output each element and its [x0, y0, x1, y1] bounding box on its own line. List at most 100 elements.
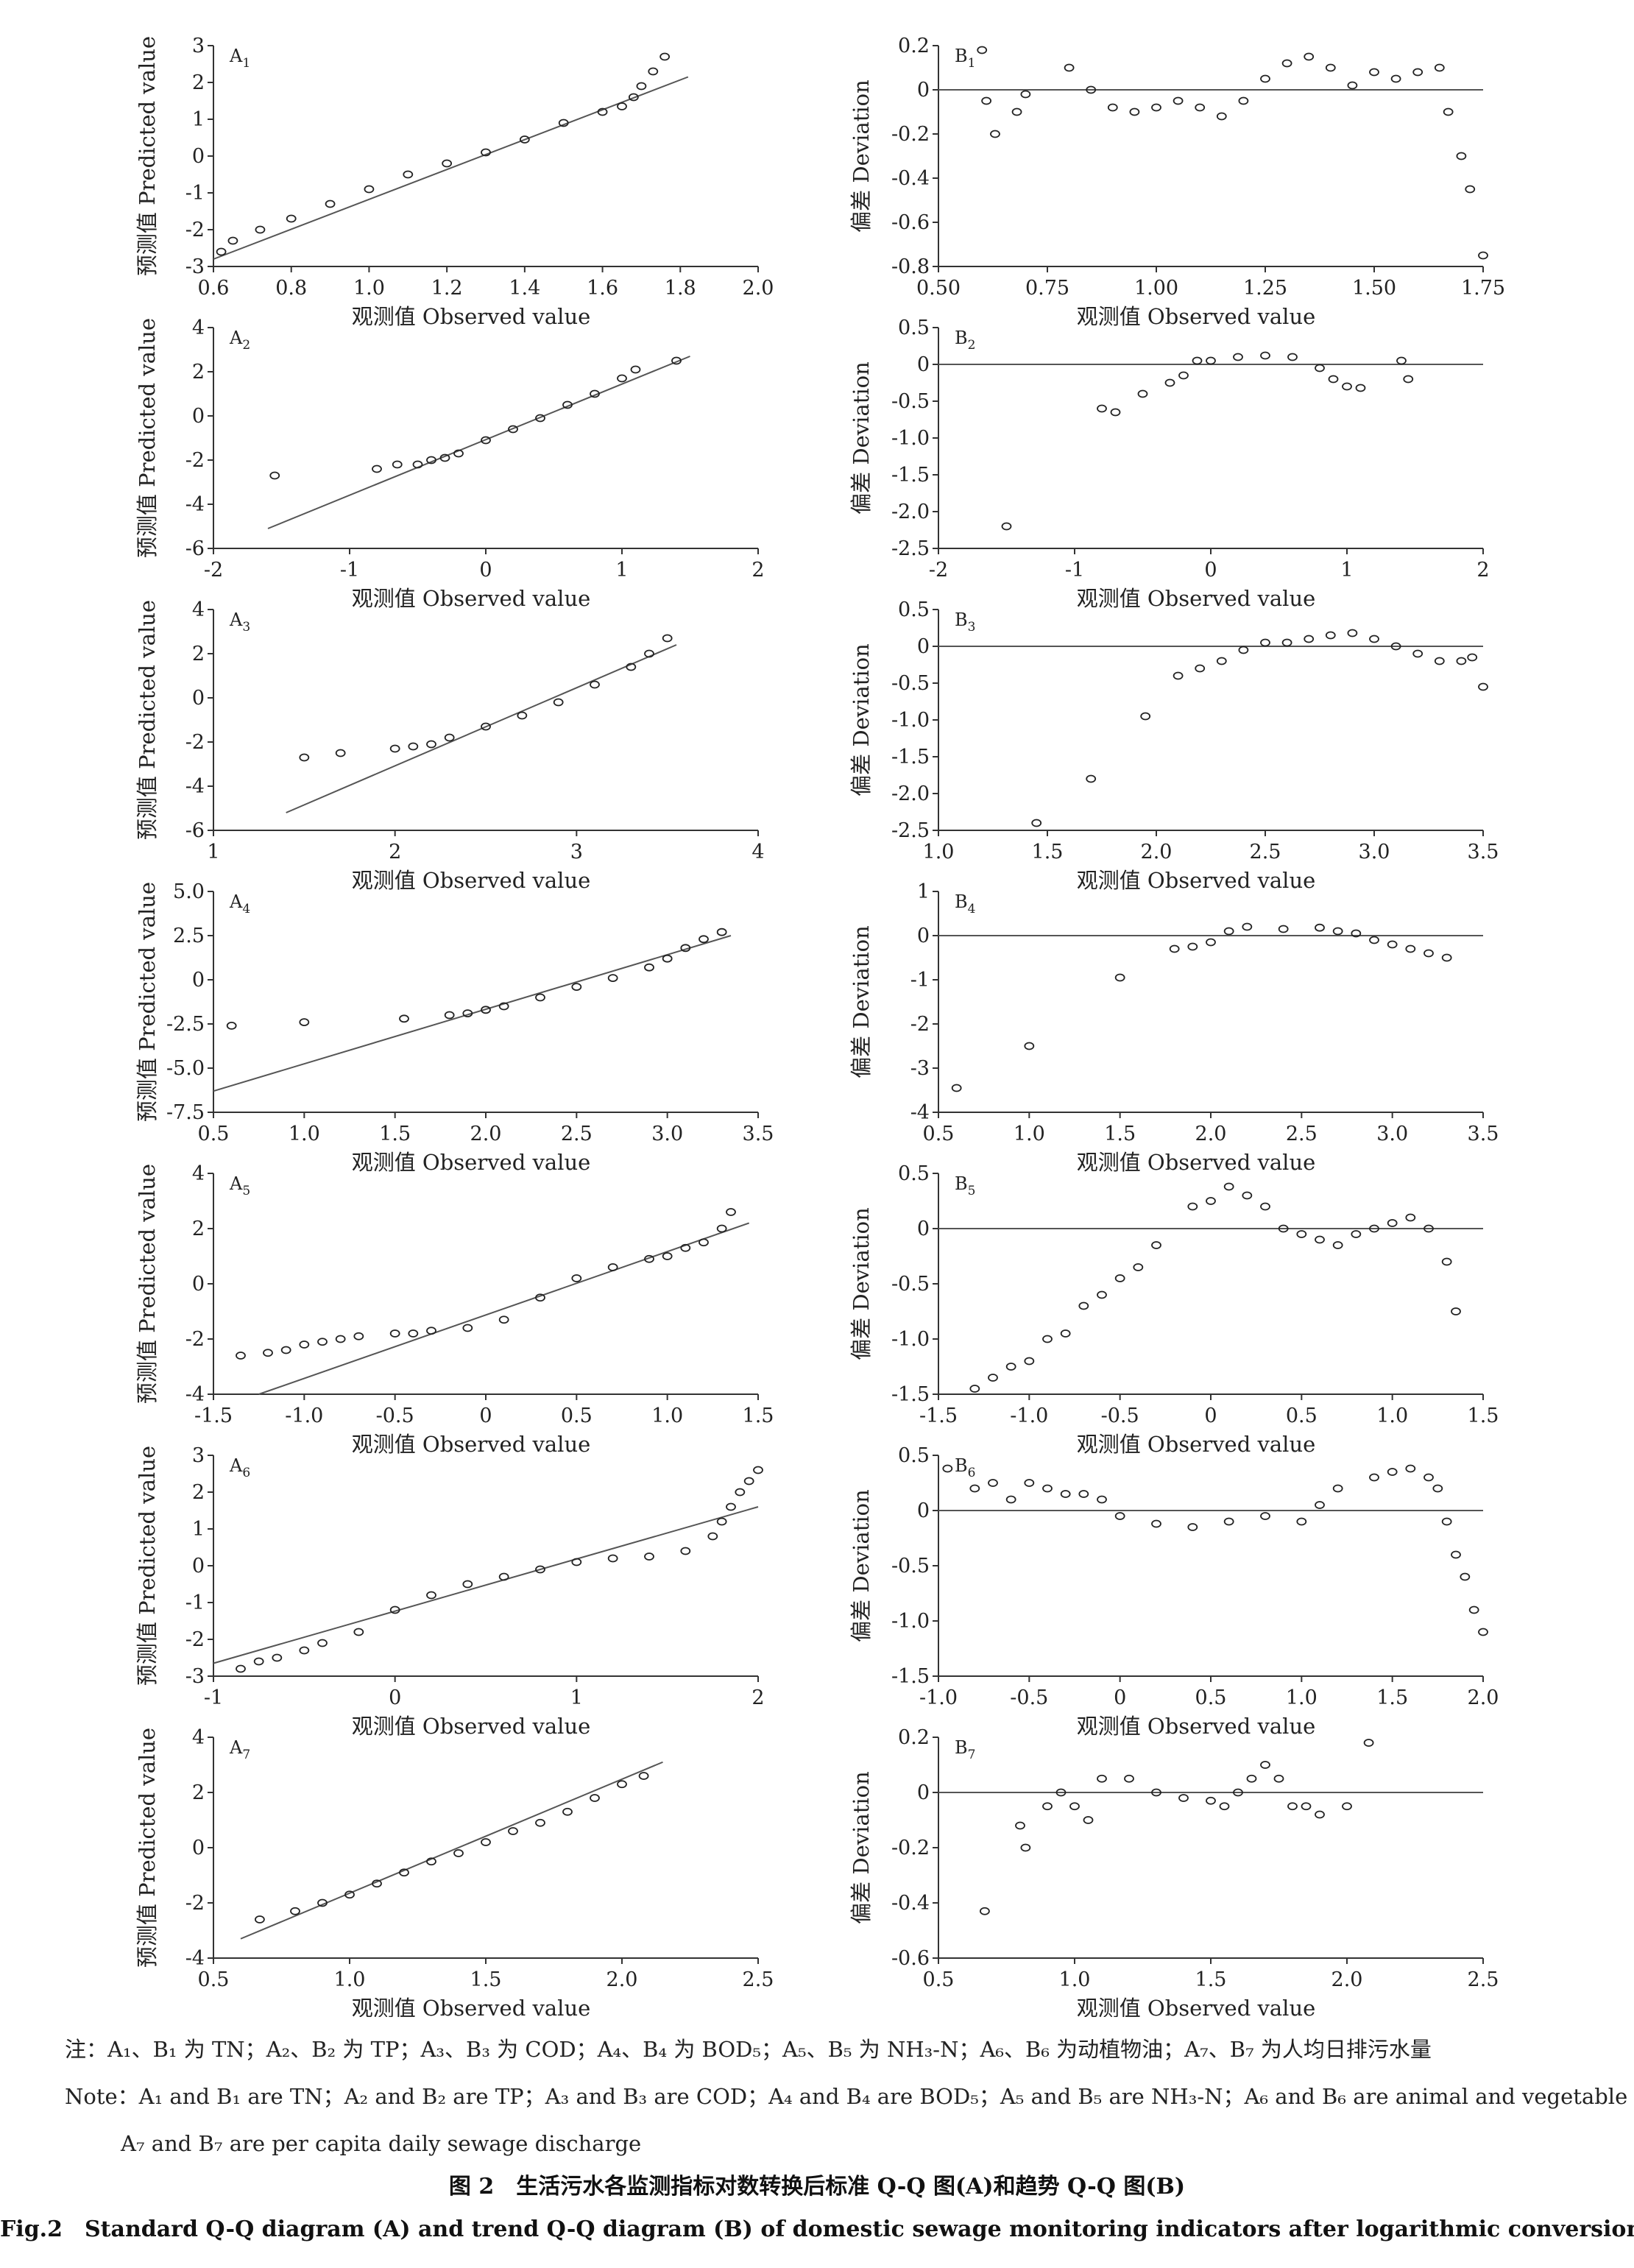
data-point [680, 1243, 691, 1252]
data-point [1355, 384, 1366, 392]
data-point [453, 1849, 464, 1857]
data-point [969, 1484, 980, 1493]
y-tick-label: -2.5 [891, 819, 930, 842]
x-axis-label: 观测值 Observed value [1077, 1996, 1316, 2017]
data-point [453, 449, 464, 458]
panel-label: A4 [229, 891, 250, 916]
data-point [590, 1794, 600, 1802]
x-tick-label: 1.00 [1134, 277, 1178, 300]
data-point [1478, 251, 1488, 260]
panel-label-letter: B [955, 1173, 968, 1194]
data-point [1097, 1495, 1107, 1504]
y-axis-label: 预测值 Predicted value [135, 1446, 160, 1686]
x-tick-label: 1.2 [431, 277, 463, 300]
data-point [942, 1464, 953, 1473]
data-point [638, 1772, 649, 1780]
data-point [1078, 1301, 1089, 1310]
x-axis-label: 观测值 Observed value [352, 1150, 591, 1175]
x-axis-label: 观测值 Observed value [352, 586, 591, 611]
y-tick-label: 1 [192, 108, 205, 131]
y-tick-label: 0 [917, 353, 930, 376]
reference-line [267, 356, 690, 529]
x-tick-label: 1 [570, 1686, 583, 1709]
data-point [1273, 1774, 1284, 1783]
x-tick-label: 1 [1340, 559, 1353, 582]
data-point [1423, 1473, 1434, 1482]
y-tick-label: 0 [917, 1499, 930, 1522]
y-tick-label: -0.8 [891, 255, 930, 278]
data-point [519, 135, 530, 144]
data-point [1011, 107, 1022, 116]
reference-line [213, 76, 689, 260]
data-point [317, 1898, 328, 1907]
data-point [1351, 929, 1362, 938]
x-tick-label: 4 [751, 841, 764, 863]
data-point [607, 974, 618, 982]
data-point [1342, 1802, 1352, 1811]
data-point [1015, 1821, 1025, 1830]
y-tick-label: -0.5 [891, 672, 930, 695]
data-point [662, 634, 673, 643]
data-point [317, 1338, 328, 1346]
y-axis-label: 预测值 Predicted value [135, 1728, 160, 1968]
data-point [1423, 1224, 1434, 1233]
y-tick-label: 0 [192, 1837, 205, 1859]
x-tick-label: 0.75 [1025, 277, 1069, 300]
data-point [508, 1827, 518, 1835]
y-tick-label: -0.2 [891, 1837, 930, 1859]
y-tick-label: -1.5 [891, 746, 930, 769]
panel-label-letter: A [229, 1455, 243, 1476]
panel-label-letter: B [955, 1737, 968, 1758]
data-point [981, 96, 992, 105]
x-tick-label: 1.5 [1195, 1968, 1227, 1991]
data-point [1097, 1774, 1107, 1783]
data-point [1151, 1788, 1161, 1797]
data-point [628, 93, 639, 102]
data-point [392, 460, 403, 469]
y-tick-label: 3 [192, 1444, 205, 1467]
data-point [253, 1657, 264, 1666]
x-tick-label: 2.5 [743, 1968, 774, 1991]
data-point [1347, 81, 1358, 90]
data-point [988, 1374, 998, 1382]
x-tick-label: 1.5 [1468, 1405, 1499, 1427]
data-point [1412, 68, 1423, 77]
panel-label-letter: A [229, 610, 243, 630]
x-tick-label: 2 [1476, 559, 1489, 582]
data-point [969, 1385, 980, 1393]
x-tick-label: 0 [1114, 1686, 1126, 1709]
data-point [716, 1517, 727, 1526]
x-tick-label: -0.5 [1010, 1686, 1048, 1709]
x-tick-label: -0.5 [1101, 1405, 1139, 1427]
x-tick-label: 1.0 [1059, 1968, 1091, 1991]
data-point [1369, 635, 1379, 643]
panel-a7: 4 2 0 -2 -40.5 1.0 1.5 2.0 2.5 A7 观测值 Observed val… [135, 1726, 774, 2017]
data-point [1478, 1628, 1488, 1636]
y-tick-label: -0.5 [891, 1555, 930, 1578]
x-tick-label: 1.0 [334, 1968, 366, 1991]
data-point [1223, 1517, 1234, 1526]
x-tick-label: 2.5 [561, 1123, 593, 1145]
panel-label: B5 [955, 1173, 975, 1198]
x-tick-label: 2 [751, 559, 764, 582]
y-tick-label: -4 [185, 493, 205, 516]
data-point [408, 742, 419, 751]
data-point [1405, 1464, 1416, 1473]
panel-label-subscript: 7 [968, 1748, 976, 1762]
data-point [389, 1605, 400, 1614]
panel-label-subscript: 2 [968, 338, 976, 353]
data-point [562, 400, 573, 409]
data-point [698, 935, 709, 944]
x-tick-label: 1.0 [1376, 1405, 1408, 1427]
data-point [216, 247, 227, 256]
x-tick-label: 0 [1204, 1405, 1217, 1427]
y-tick-label: -2.0 [891, 501, 930, 523]
y-tick-label: 2 [192, 361, 205, 384]
panel-label: A1 [229, 46, 250, 71]
x-tick-label: 1.0 [651, 1405, 683, 1427]
x-tick-label: 2 [389, 841, 401, 863]
x-tick-label: 3.5 [743, 1123, 774, 1145]
y-tick-label: -3 [910, 1057, 930, 1080]
reference-line [286, 644, 677, 813]
panel-b6: 0.50-0.5-1.0-1.5-1.0 -0.5 0 0.5 1.0 1.5 2.0B6观… [849, 1444, 1499, 1739]
